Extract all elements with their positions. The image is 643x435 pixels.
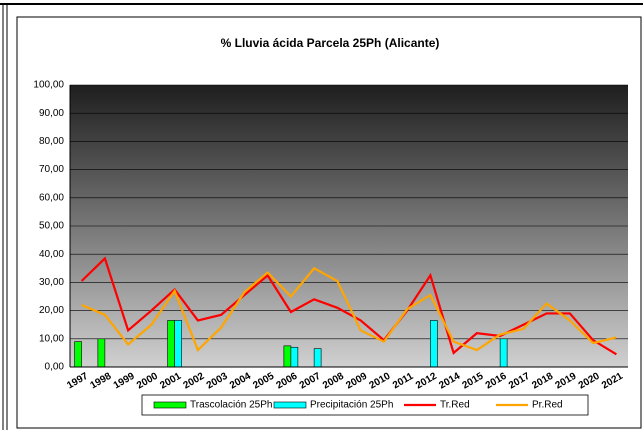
- bar: [430, 320, 438, 368]
- bar: [97, 338, 106, 368]
- y-tick-label: 50,00: [39, 221, 64, 232]
- legend-swatch: [153, 401, 187, 409]
- legend-label: Pr.Red: [532, 400, 563, 411]
- bar: [174, 320, 182, 368]
- legend-label: Trascolación 25Ph: [190, 400, 272, 411]
- y-tick-label: 0,00: [45, 362, 65, 373]
- y-tick-label: 80,00: [39, 136, 64, 147]
- y-tick-label: 30,00: [39, 277, 64, 288]
- line-series: [80, 256, 617, 356]
- bar: [167, 320, 175, 368]
- y-tick-label: 40,00: [39, 249, 64, 260]
- chart-title: % Lluvia ácida Parcela 25Ph (Alicante): [221, 36, 440, 50]
- y-tick-label: 10,00: [39, 333, 64, 344]
- y-tick-label: 70,00: [39, 164, 64, 175]
- y-tick-label: 100,00: [33, 80, 64, 91]
- bar: [313, 348, 322, 368]
- bar: [499, 338, 508, 368]
- legend-label: Precipitación 25Ph: [310, 400, 393, 411]
- y-tick-label: 20,00: [39, 305, 64, 316]
- y-tick-label: 60,00: [39, 192, 64, 203]
- line-series: [81, 266, 617, 353]
- bar: [283, 345, 292, 368]
- legend-swatch: [273, 401, 307, 409]
- legend-label: Tr.Red: [440, 400, 470, 411]
- bar: [290, 346, 299, 368]
- bar: [74, 341, 82, 368]
- y-tick-label: 90,00: [39, 108, 64, 119]
- legend: [141, 394, 589, 416]
